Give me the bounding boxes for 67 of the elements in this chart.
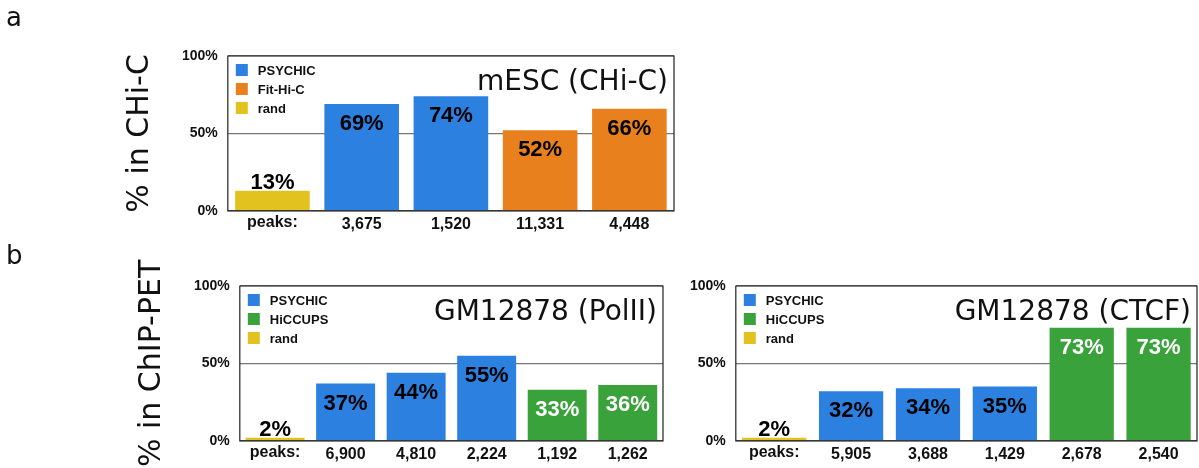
data-label: 34% [905,394,950,420]
x-tick-label: 2,224 [466,444,507,462]
chart-title: mESC (CHi-C) [476,64,668,97]
legend-label: Fit-Hi-C [257,82,306,97]
y-tick-label: 100% [193,276,231,293]
bar [457,355,517,441]
data-label: 13% [250,168,295,194]
x-tick-label: 3,688 [907,444,949,462]
bar [592,108,667,211]
y-axis-title: % in ChIP-PET [131,259,167,468]
chart-title: GM12878 (PolII) [434,294,657,327]
x-tick-label: 6,900 [325,444,366,462]
x-tick-label: 2,540 [1138,444,1179,462]
data-label: 52% [518,136,563,162]
y-tick-label: 100% [689,276,727,293]
data-label: 55% [464,361,509,387]
text: b [6,240,23,270]
x-axis-title: peaks: [748,443,800,461]
legend-label: HiCCUPS [269,312,329,327]
data-label: 73% [1136,333,1181,359]
x-tick-label: 1,520 [430,214,472,232]
x-tick-label: 4,810 [396,444,437,462]
data-label: 73% [1059,333,1104,359]
x-tick-label: 4,448 [609,214,650,232]
data-label: 69% [339,109,384,135]
legend-label: PSYCHIC [257,63,317,78]
data-label: 2% [259,415,291,441]
legend-label: HiCCUPS [765,312,825,327]
data-label: 32% [829,397,874,423]
bar [235,190,310,211]
data-label: 37% [323,389,368,415]
x-axis-title: peaks: [249,443,301,461]
data-label: 33% [535,395,580,421]
y-tick-label: 0% [209,431,231,448]
bar [502,130,578,211]
legend-label: PSYCHIC [765,293,825,308]
x-tick-label: 11,331 [516,214,565,232]
bar [413,96,489,211]
data-label: 35% [982,392,1027,418]
data-label: 2% [758,415,791,441]
x-tick-label: 1,192 [537,444,578,462]
legend-label: rand [257,101,287,116]
legend-label: rand [765,331,795,346]
x-tick-label: 1,429 [984,444,1025,462]
y-tick-label: 0% [705,431,727,448]
y-tick-label: 0% [197,201,219,218]
x-tick-label: 3,675 [341,214,382,232]
x-tick-label: 5,905 [831,444,872,462]
y-tick-label: 50% [189,124,219,141]
data-label: 66% [607,114,652,140]
bar [1049,327,1114,441]
y-axis-title: % in CHi-C [119,54,155,213]
bar [1126,327,1191,441]
x-tick-label: 1,262 [607,444,648,462]
text: a [6,2,22,32]
y-tick-label: 50% [697,354,727,371]
x-axis-title: peaks: [247,213,298,231]
legend-label: PSYCHIC [269,293,329,308]
y-tick-label: 100% [181,46,219,63]
y-tick-label: 50% [201,354,231,371]
x-tick-label: 2,678 [1061,444,1102,462]
chart-title: GM12878 (CTCF) [954,294,1191,327]
legend-label: rand [269,331,299,346]
data-label: 44% [394,378,439,404]
data-label: 36% [605,391,650,417]
bar [324,103,399,211]
data-label: 74% [428,102,473,128]
